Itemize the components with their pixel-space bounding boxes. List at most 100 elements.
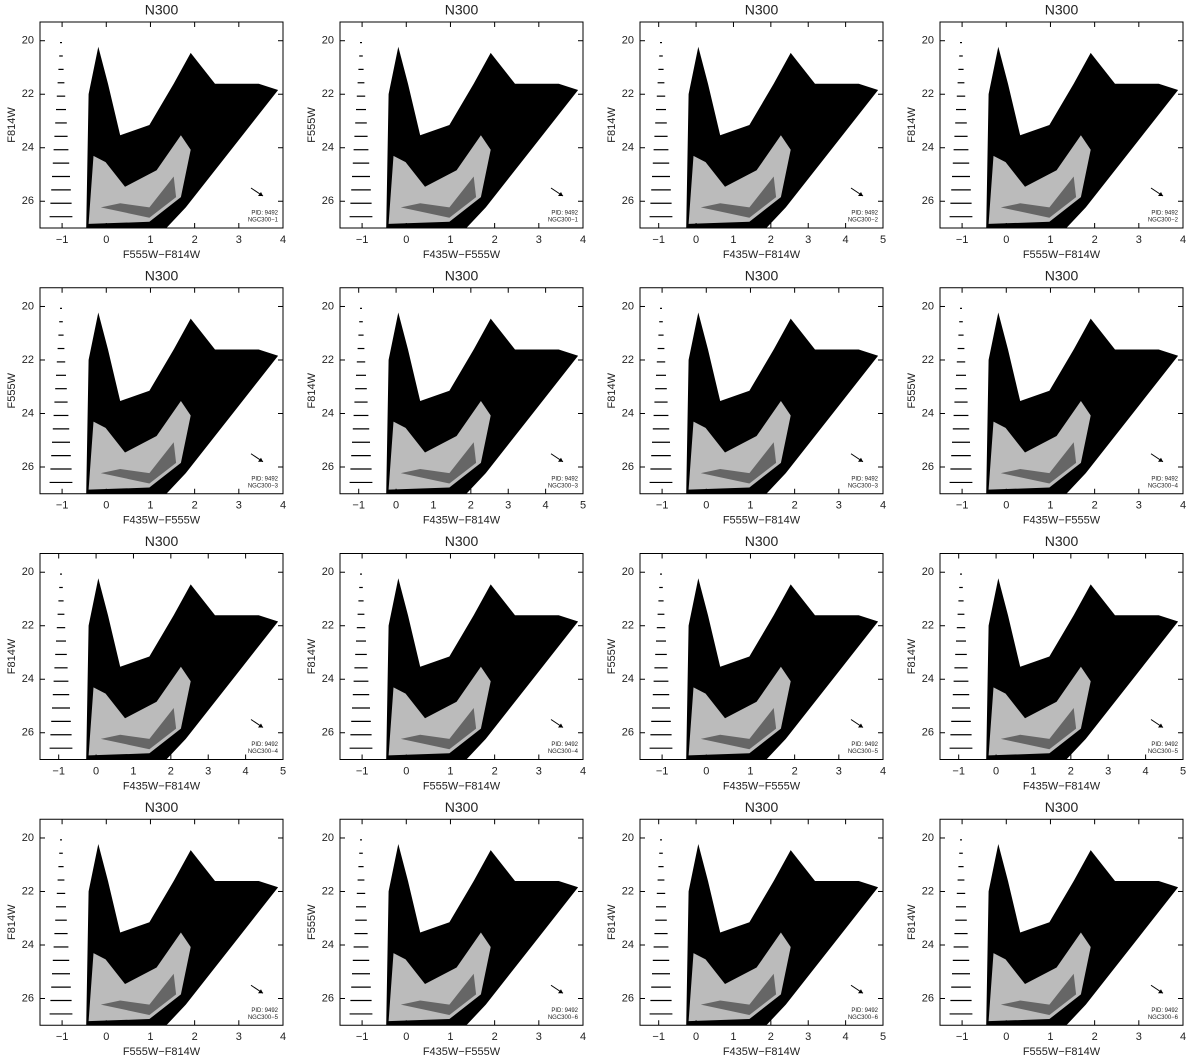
x-tick-label: 2 — [1092, 500, 1098, 512]
density-contour-core — [1000, 442, 1077, 484]
x-tick-label: −1 — [956, 500, 969, 512]
y-tick-label: 20 — [922, 566, 934, 578]
annotation: PID: 9492 — [551, 742, 578, 748]
x-tick-label: 1 — [147, 500, 153, 512]
y-tick-label: 22 — [22, 620, 34, 632]
x-tick-label: 1 — [1030, 765, 1036, 777]
annotation: NGC300−1 — [548, 218, 579, 224]
y-axis-label: F814W — [606, 107, 618, 143]
annotation: PID: 9492 — [851, 476, 878, 482]
x-tick-label: 3 — [236, 1031, 242, 1043]
density-contour-core — [1000, 708, 1077, 750]
x-tick-label: 3 — [536, 1031, 542, 1043]
x-tick-label: 0 — [93, 765, 99, 777]
x-tick-label: −1 — [56, 500, 69, 512]
y-tick-label: 26 — [922, 727, 934, 739]
x-tick-label: 0 — [103, 234, 109, 246]
density-contour-core — [400, 442, 477, 484]
y-tick-label: 20 — [22, 832, 34, 844]
panel-title: N300 — [745, 533, 779, 549]
x-tick-label: 2 — [168, 765, 174, 777]
y-tick-label: 20 — [622, 300, 634, 312]
plot-frame — [339, 287, 584, 495]
y-tick-label: 24 — [22, 142, 34, 154]
y-tick-label: 20 — [922, 35, 934, 47]
panel: N300 F555W−F814W F814W −1 0 1 2 3 4 20 22 24 26 PID: … — [906, 799, 1186, 1058]
y-tick-label: 22 — [922, 620, 934, 632]
y-axis-label: F555W — [606, 638, 618, 674]
x-tick-label: 3 — [836, 500, 842, 512]
x-tick-label: 2 — [768, 234, 774, 246]
y-tick-label: 24 — [622, 142, 634, 154]
x-tick-label: 5 — [880, 1031, 886, 1043]
x-tick-label: 4 — [580, 1031, 586, 1043]
x-tick-label: 3 — [836, 765, 842, 777]
x-tick-label: 0 — [403, 765, 409, 777]
y-tick-label: 26 — [622, 461, 634, 473]
x-tick-label: 0 — [703, 500, 709, 512]
x-tick-label: 1 — [1047, 234, 1053, 246]
x-tick-label: 0 — [403, 1031, 409, 1043]
y-tick-label: 20 — [622, 35, 634, 47]
x-tick-label: 2 — [768, 1031, 774, 1043]
reddening-arrow-head — [1158, 192, 1163, 196]
y-tick-label: 26 — [22, 727, 34, 739]
panel: N300 F435W−F555W F555W −1 0 1 2 3 4 20 22 24 26 PID: … — [606, 533, 886, 792]
annotation: NGC300−2 — [848, 218, 879, 224]
x-tick-label: −1 — [56, 234, 69, 246]
panel-title: N300 — [1045, 533, 1079, 549]
x-tick-label: 3 — [1136, 1031, 1142, 1043]
y-tick-label: 22 — [22, 88, 34, 100]
x-tick-label: 4 — [1180, 234, 1186, 246]
x-tick-label: 1 — [747, 500, 753, 512]
plot-frame — [939, 818, 1184, 1026]
panel-title: N300 — [1045, 2, 1079, 18]
annotation: PID: 9492 — [851, 742, 878, 748]
x-tick-label: −1 — [956, 234, 969, 246]
x-tick-label: −1 — [56, 1031, 69, 1043]
plot-frame — [39, 553, 284, 760]
annotation: NGC300−5 — [248, 1015, 279, 1021]
x-tick-label: 2 — [792, 765, 798, 777]
x-tick-label: 2 — [1092, 234, 1098, 246]
annotation: NGC300−4 — [1148, 483, 1179, 489]
x-axis-label: F435W−F814W — [723, 1046, 801, 1058]
y-tick-label: 20 — [322, 300, 334, 312]
y-tick-label: 22 — [622, 885, 634, 897]
x-tick-label: 1 — [147, 234, 153, 246]
x-tick-label: 4 — [280, 500, 286, 512]
annotation: NGC300−5 — [848, 749, 879, 755]
x-tick-label: −1 — [356, 1031, 369, 1043]
y-axis-label: F814W — [906, 107, 918, 143]
y-tick-label: 24 — [922, 673, 934, 685]
x-tick-label: 3 — [505, 500, 511, 512]
x-tick-label: −1 — [952, 765, 965, 777]
y-tick-label: 24 — [322, 407, 334, 419]
x-tick-label: −1 — [956, 1031, 969, 1043]
annotation: NGC300−1 — [248, 218, 279, 224]
panel: N300 F435W−F814W F814W −1 0 1 2 3 4 5 20 22 24 26 PID:… — [606, 2, 886, 261]
y-axis-label: F814W — [6, 107, 18, 143]
x-axis-label: F435W−F814W — [1023, 780, 1101, 792]
x-tick-label: 1 — [1047, 500, 1053, 512]
x-tick-label: 0 — [703, 765, 709, 777]
y-tick-label: 22 — [622, 620, 634, 632]
x-tick-label: −1 — [652, 234, 665, 246]
annotation: PID: 9492 — [551, 211, 578, 217]
x-tick-label: −1 — [52, 765, 65, 777]
x-tick-label: −1 — [652, 1031, 665, 1043]
panel: N300 F435W−F555W F555W −1 0 1 2 3 4 20 22 24 26 PID: … — [906, 267, 1186, 526]
y-tick-label: 24 — [22, 939, 34, 951]
reddening-arrow-head — [558, 989, 563, 994]
x-tick-label: 4 — [543, 500, 549, 512]
plot-frame — [39, 287, 284, 495]
x-axis-label: F435W−F555W — [723, 780, 801, 792]
y-tick-label: 24 — [22, 407, 34, 419]
plot-frame — [339, 553, 584, 760]
panel-title: N300 — [445, 799, 479, 815]
plot-frame — [639, 818, 884, 1026]
panel-title: N300 — [745, 799, 779, 815]
density-contour-core — [400, 176, 477, 218]
x-tick-label: 4 — [1180, 1031, 1186, 1043]
